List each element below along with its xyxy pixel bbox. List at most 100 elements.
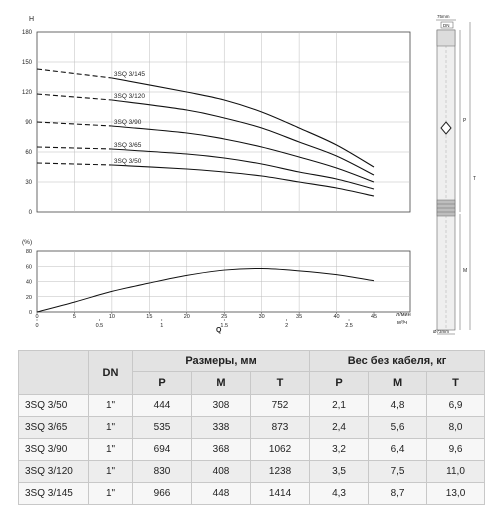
x-tick-label: 10 <box>109 314 115 320</box>
y-tick-label: 40 <box>26 280 32 286</box>
table-subheader-t: T <box>249 371 311 395</box>
x-tick-label: 20 <box>184 314 190 320</box>
spec-table: DN Размеры, мм Вес без кабеля, кг P M T … <box>18 350 486 505</box>
y-tick-label: 0 <box>29 210 33 216</box>
y-tick-label: 120 <box>22 90 33 96</box>
cell-m: 338 <box>191 416 251 439</box>
table-row: 3SQ 3/120 1" 830 408 1238 3,5 7,5 11,0 <box>18 460 486 483</box>
cell-weight-t: 11,0 <box>426 460 486 483</box>
cell-p: 694 <box>132 438 192 461</box>
series-line-extrapolated <box>36 93 112 101</box>
series-line <box>111 125 375 183</box>
y-tick-label: 180 <box>22 30 33 36</box>
cell-t: 1062 <box>249 438 311 461</box>
efficiency-y-axis-label: (%) <box>22 239 32 246</box>
x-tick-label: 35 <box>296 314 302 320</box>
table-header-dn: DN <box>88 350 133 395</box>
cell-weight-m: 6,4 <box>368 438 428 461</box>
x-tick-label: 1.5 <box>220 323 228 329</box>
cell-model: 3SQ 3/65 <box>18 416 89 439</box>
cell-model: 3SQ 3/120 <box>18 460 89 483</box>
cell-weight-m: 5,6 <box>368 416 428 439</box>
table-header-model <box>18 350 89 395</box>
cell-weight-p: 3,5 <box>309 460 370 483</box>
table-row: 3SQ 3/65 1" 535 338 873 2,4 5,6 8,0 <box>18 416 486 439</box>
cell-weight-m: 4,8 <box>368 394 428 417</box>
x-tick-label: 15 <box>146 314 152 320</box>
y-tick-label: 90 <box>25 120 32 126</box>
x-tick-label: 25 <box>221 314 227 320</box>
cell-m: 408 <box>191 460 251 483</box>
x-unit-lpm-label: л/мин <box>396 312 411 318</box>
efficiency-chart-curves <box>36 268 375 313</box>
table-header-sizes: Размеры, мм <box>131 350 311 372</box>
x-tick-label: 45 <box>371 314 377 320</box>
x-unit-m3h-label: м³/ч <box>397 320 407 326</box>
head-chart-curves: 3SQ 3/145 3SQ 3/120 3SQ 3/90 3SQ 3/65 3SQ 3/… <box>36 68 375 197</box>
table-subheader-weight-t: T <box>426 371 486 395</box>
table-row: 3SQ 3/50 1" 444 308 752 2,1 4,8 6,9 <box>18 394 486 417</box>
table-row: 3SQ 3/90 1" 694 368 1062 3,2 6,4 9,6 <box>18 438 486 461</box>
y-tick-label: 60 <box>25 150 32 156</box>
cell-dn: 1" <box>88 482 133 505</box>
cell-weight-t: 13,0 <box>426 482 486 505</box>
cell-p: 966 <box>132 482 192 505</box>
x-tick-label: 30 <box>259 314 265 320</box>
cell-m: 368 <box>191 438 251 461</box>
series-line <box>111 77 375 168</box>
y-tick-label: 0 <box>29 310 32 316</box>
cell-weight-t: 8,0 <box>426 416 486 439</box>
cell-t: 873 <box>249 416 311 439</box>
cell-t: 752 <box>249 394 311 417</box>
y-tick-label: 80 <box>26 249 32 255</box>
series-line <box>111 99 375 176</box>
cell-t: 1238 <box>249 460 311 483</box>
series-line <box>111 164 375 197</box>
diagram-label-width: 75mm <box>437 14 450 19</box>
cell-weight-p: 3,2 <box>309 438 370 461</box>
x-tick-label: 0 <box>35 314 38 320</box>
series-line <box>111 148 375 190</box>
pump-diagram: 75mm DN P T M Ø73mm <box>433 14 476 335</box>
table-subheader-weight-p: P <box>309 371 370 395</box>
series-line-extrapolated <box>36 68 112 79</box>
y-tick-label: 60 <box>26 264 32 270</box>
x-tick-label: 40 <box>333 314 339 320</box>
cell-weight-p: 2,4 <box>309 416 370 439</box>
diagram-label-t: T <box>473 176 476 182</box>
table-subheader-p: P <box>132 371 192 395</box>
series-label: 3SQ 3/65 <box>114 142 142 149</box>
cell-dn: 1" <box>88 438 133 461</box>
diagram-label-dn: DN <box>443 23 450 28</box>
efficiency-line <box>36 268 375 313</box>
x-tick-label: 0 <box>35 323 38 329</box>
cell-p: 830 <box>132 460 192 483</box>
series-label: 3SQ 3/90 <box>114 119 142 126</box>
cell-model: 3SQ 3/145 <box>18 482 89 505</box>
cell-weight-p: 2,1 <box>309 394 370 417</box>
table-header-weight: Вес без кабеля, кг <box>309 350 486 372</box>
cell-weight-p: 4,3 <box>309 482 370 505</box>
x-axis-label-q: Q <box>216 327 222 334</box>
diagram-label-m: M <box>463 268 467 274</box>
cell-t: 1414 <box>249 482 311 505</box>
table-subheader-m: M <box>191 371 251 395</box>
series-line-extrapolated <box>36 146 112 150</box>
pump-charts: 3SQ 3/145 3SQ 3/120 3SQ 3/90 3SQ 3/65 3SQ 3/… <box>22 14 476 335</box>
series-line-extrapolated <box>36 121 112 127</box>
cell-model: 3SQ 3/90 <box>18 438 89 461</box>
y-tick-label: 150 <box>22 60 33 66</box>
x-tick-label: 1 <box>160 323 163 329</box>
cell-weight-m: 7,5 <box>368 460 428 483</box>
efficiency-chart-grid <box>37 251 410 312</box>
efficiency-chart-y-ticks: 0 20 40 60 80 <box>26 249 32 316</box>
cell-dn: 1" <box>88 394 133 417</box>
series-label: 3SQ 3/50 <box>114 158 142 165</box>
x-tick-label: 2 <box>285 323 288 329</box>
table-row: 3SQ 3/145 1" 966 448 1414 4,3 8,7 13,0 <box>18 482 486 505</box>
x-tick-label: 0.5 <box>96 323 104 329</box>
cell-model: 3SQ 3/50 <box>18 394 89 417</box>
y-tick-label: 20 <box>26 295 32 301</box>
cell-p: 444 <box>132 394 192 417</box>
y-tick-label: 30 <box>25 180 32 186</box>
